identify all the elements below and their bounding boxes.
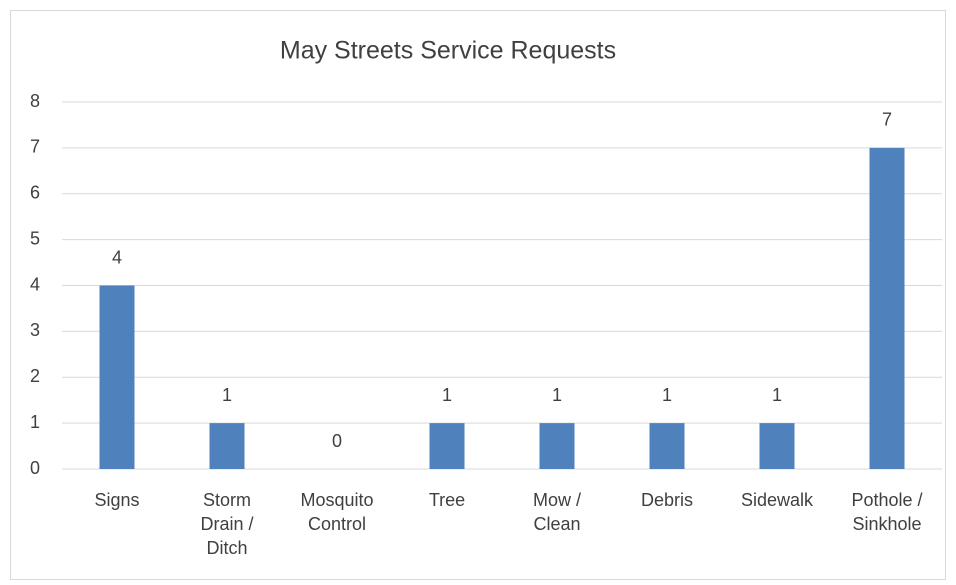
x-tick-label: Mosquito Control — [300, 490, 373, 534]
bar — [99, 285, 135, 469]
data-label: 1 — [222, 385, 232, 405]
data-label: 1 — [662, 385, 672, 405]
y-tick-label: 3 — [30, 320, 40, 340]
data-label: 1 — [772, 385, 782, 405]
bar — [539, 423, 575, 469]
x-tick-label: Storm Drain / Ditch — [200, 490, 253, 558]
bar — [759, 423, 795, 469]
x-tick-label: Mow / Clean — [533, 490, 581, 534]
data-label: 7 — [882, 110, 892, 130]
bar — [429, 423, 465, 469]
y-tick-label: 4 — [30, 274, 40, 294]
y-tick-label: 2 — [30, 366, 40, 386]
data-label: 1 — [442, 385, 452, 405]
data-label: 4 — [112, 247, 122, 267]
y-tick-label: 5 — [30, 228, 40, 248]
x-tick-label: Debris — [641, 490, 693, 510]
x-tick-label: Signs — [94, 490, 139, 510]
bar — [869, 147, 905, 469]
x-tick-label: Pothole / Sinkhole — [851, 490, 922, 534]
data-label: 0 — [332, 431, 342, 451]
bar — [649, 423, 685, 469]
y-tick-label: 8 — [30, 91, 40, 111]
y-tick-label: 7 — [30, 137, 40, 157]
x-tick-label: Sidewalk — [741, 490, 814, 510]
x-tick-label: Tree — [429, 490, 465, 510]
y-tick-label: 1 — [30, 412, 40, 432]
chart-border — [10, 10, 946, 580]
y-tick-label: 6 — [30, 183, 40, 203]
data-label: 1 — [552, 385, 562, 405]
y-tick-label: 0 — [30, 458, 40, 478]
bar — [209, 423, 245, 469]
chart-title: May Streets Service Requests — [280, 37, 616, 65]
